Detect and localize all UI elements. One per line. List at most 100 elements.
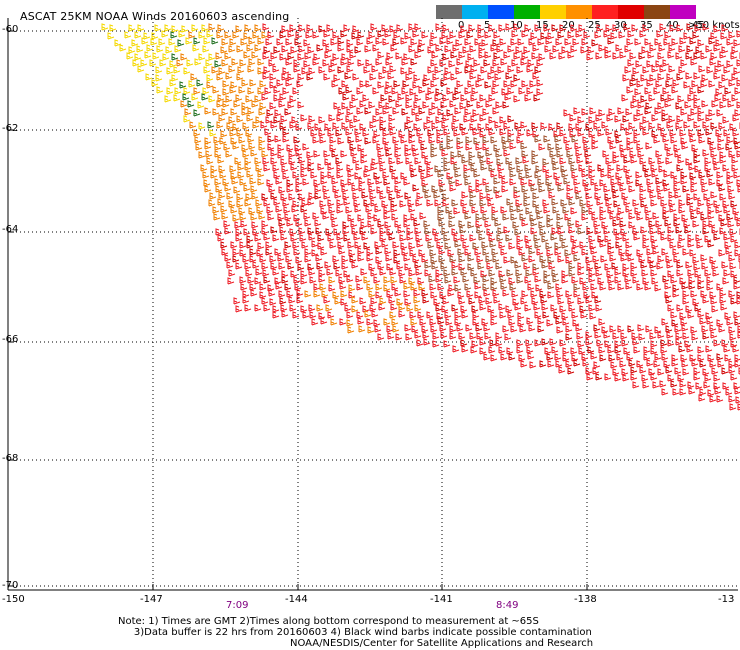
- wind-barb: [572, 38, 580, 46]
- wind-barb: [653, 87, 661, 95]
- wind-barb: [710, 297, 718, 305]
- wind-barb: [582, 136, 590, 144]
- wind-barb: [169, 60, 177, 68]
- wind-barb: [665, 296, 673, 304]
- wind-barb: [671, 319, 679, 327]
- wind-barb: [179, 81, 187, 89]
- wind-barb: [341, 255, 349, 263]
- wind-barb: [358, 184, 366, 192]
- wind-barb: [312, 136, 320, 144]
- wind-barb: [533, 234, 541, 242]
- wind-barb: [656, 185, 664, 193]
- wind-barb: [539, 360, 547, 368]
- wind-barb: [293, 59, 301, 67]
- wind-barb: [547, 291, 555, 299]
- wind-barb: [698, 65, 706, 73]
- wind-barb: [726, 38, 734, 46]
- wind-barb: [236, 115, 244, 123]
- wind-barb: [273, 116, 281, 124]
- wind-barb: [441, 227, 449, 235]
- wind-barb: [498, 346, 506, 354]
- wind-barb: [246, 235, 254, 243]
- wind-barb: [174, 45, 182, 53]
- wind-barb: [574, 142, 582, 150]
- wind-barb: [214, 150, 222, 158]
- wind-barb: [604, 340, 612, 348]
- wind-barb: [353, 233, 361, 241]
- wind-barb: [476, 101, 484, 109]
- wind-barb: [604, 235, 612, 243]
- wind-barb: [570, 24, 578, 32]
- wind-barb: [448, 284, 456, 292]
- wind-barb: [414, 157, 422, 165]
- wind-barb: [373, 214, 381, 222]
- wind-barb: [284, 213, 292, 221]
- wind-barb: [636, 360, 644, 368]
- wind-barb: [335, 157, 343, 165]
- wind-barb: [215, 52, 223, 60]
- wind-barb: [691, 359, 699, 367]
- wind-barb: [575, 220, 583, 228]
- wind-barb: [508, 242, 516, 250]
- wind-barb: [735, 396, 740, 404]
- wind-barb: [241, 144, 249, 152]
- wind-barb: [273, 46, 281, 54]
- wind-barb: [673, 213, 681, 221]
- wind-barb: [417, 45, 425, 53]
- wind-barb: [512, 221, 520, 229]
- wind-barb: [119, 44, 127, 52]
- wind-barb: [301, 241, 309, 249]
- wind-barb: [479, 303, 487, 311]
- wind-barb: [521, 185, 529, 193]
- wind-barb: [567, 297, 575, 305]
- wind-barb: [599, 179, 607, 187]
- wind-barb: [521, 219, 529, 227]
- wind-barb: [434, 66, 442, 74]
- wind-barb: [243, 228, 251, 236]
- wind-barb: [395, 333, 403, 341]
- wind-barb: [645, 102, 653, 110]
- wind-barb: [302, 311, 310, 319]
- wind-barb: [408, 23, 416, 31]
- wind-barb: [429, 283, 437, 291]
- wind-barb: [692, 298, 700, 306]
- wind-barb: [565, 290, 573, 298]
- wind-barb: [676, 115, 684, 123]
- wind-barb: [709, 324, 717, 332]
- wind-barb: [711, 100, 719, 108]
- wind-barb: [251, 100, 259, 108]
- wind-barb: [524, 24, 532, 32]
- wind-barb: [259, 255, 267, 263]
- wind-barb: [415, 268, 423, 276]
- wind-barb: [384, 247, 392, 255]
- wind-barb: [686, 23, 694, 31]
- wind-barb: [236, 193, 244, 201]
- wind-barb: [602, 150, 610, 158]
- wind-barb: [684, 226, 692, 234]
- wind-barb: [216, 31, 224, 39]
- wind-barb: [698, 136, 706, 144]
- wind-barb: [260, 121, 268, 129]
- wind-barb: [487, 199, 495, 207]
- wind-barb: [573, 178, 581, 186]
- wind-barb: [244, 163, 252, 171]
- wind-barb: [702, 121, 710, 129]
- wind-barb: [162, 53, 170, 61]
- wind-barb: [439, 59, 447, 67]
- wind-barb: [430, 143, 438, 151]
- wind-barb: [464, 108, 472, 116]
- wind-barb: [293, 65, 301, 73]
- wind-barb: [384, 143, 392, 151]
- wind-barb: [627, 254, 635, 262]
- wind-barb: [696, 241, 704, 249]
- wind-barb: [499, 275, 507, 283]
- wind-barb: [218, 191, 226, 199]
- wind-barb: [431, 51, 439, 59]
- wind-barb: [357, 254, 365, 262]
- wind-barb: [432, 73, 440, 81]
- wind-barb: [689, 135, 697, 143]
- wind-barb: [221, 212, 229, 220]
- wind-barb: [176, 59, 184, 67]
- wind-barb: [310, 129, 318, 137]
- wind-barb: [372, 115, 380, 123]
